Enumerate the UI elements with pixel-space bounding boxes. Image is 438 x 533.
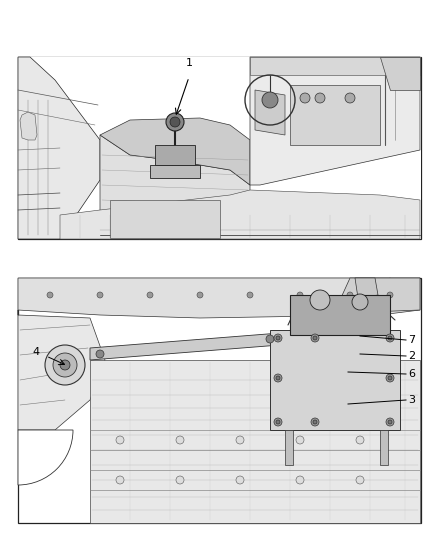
Circle shape [274, 418, 282, 426]
Polygon shape [90, 360, 420, 523]
Polygon shape [60, 190, 420, 239]
Circle shape [97, 292, 103, 298]
Circle shape [276, 336, 280, 340]
Polygon shape [150, 165, 200, 178]
Polygon shape [250, 57, 420, 185]
Polygon shape [18, 310, 105, 430]
Circle shape [116, 436, 124, 444]
Circle shape [388, 336, 392, 340]
Circle shape [297, 292, 303, 298]
Polygon shape [380, 57, 420, 90]
Circle shape [170, 117, 180, 127]
Circle shape [47, 292, 53, 298]
Circle shape [311, 334, 319, 342]
Polygon shape [155, 145, 195, 165]
Text: 6: 6 [408, 369, 415, 379]
Circle shape [236, 436, 244, 444]
Text: 1: 1 [186, 58, 192, 68]
Polygon shape [340, 278, 420, 312]
Circle shape [300, 93, 310, 103]
Text: 4: 4 [32, 347, 39, 357]
Circle shape [274, 334, 282, 342]
Bar [290, 85, 380, 145]
Bar [380, 430, 388, 465]
Text: 2: 2 [408, 351, 415, 361]
Polygon shape [250, 57, 420, 75]
Wedge shape [18, 430, 73, 485]
Circle shape [266, 335, 274, 343]
Bar [285, 430, 293, 465]
Circle shape [313, 336, 317, 340]
Circle shape [166, 113, 184, 131]
Circle shape [347, 292, 353, 298]
Polygon shape [290, 295, 390, 335]
Circle shape [388, 420, 392, 424]
Polygon shape [100, 118, 250, 185]
Polygon shape [255, 90, 285, 135]
Circle shape [315, 93, 325, 103]
Polygon shape [18, 57, 100, 239]
Circle shape [352, 294, 368, 310]
Circle shape [345, 93, 355, 103]
Bar [18, 57, 421, 239]
Circle shape [274, 374, 282, 382]
Circle shape [45, 345, 85, 385]
Circle shape [197, 292, 203, 298]
Polygon shape [18, 278, 420, 318]
Polygon shape [355, 278, 378, 298]
Circle shape [388, 376, 392, 380]
Polygon shape [100, 135, 250, 239]
Polygon shape [20, 112, 37, 140]
Circle shape [247, 292, 253, 298]
Circle shape [296, 476, 304, 484]
Bar [18, 57, 421, 239]
Polygon shape [270, 330, 400, 430]
Circle shape [310, 290, 330, 310]
Circle shape [176, 476, 184, 484]
Circle shape [311, 418, 319, 426]
Polygon shape [90, 333, 280, 360]
Circle shape [356, 436, 364, 444]
Circle shape [96, 350, 104, 358]
Text: 7: 7 [408, 335, 415, 345]
Circle shape [236, 476, 244, 484]
Text: 3: 3 [408, 395, 415, 405]
Circle shape [313, 420, 317, 424]
Bar [18, 278, 421, 523]
Circle shape [116, 476, 124, 484]
Circle shape [53, 353, 77, 377]
Bar [110, 200, 220, 238]
Circle shape [386, 334, 394, 342]
Circle shape [276, 376, 280, 380]
Circle shape [296, 436, 304, 444]
Circle shape [60, 360, 70, 370]
Circle shape [386, 418, 394, 426]
Circle shape [356, 476, 364, 484]
Circle shape [387, 292, 393, 298]
Circle shape [147, 292, 153, 298]
Circle shape [386, 374, 394, 382]
Circle shape [262, 92, 278, 108]
Circle shape [176, 436, 184, 444]
Circle shape [276, 420, 280, 424]
